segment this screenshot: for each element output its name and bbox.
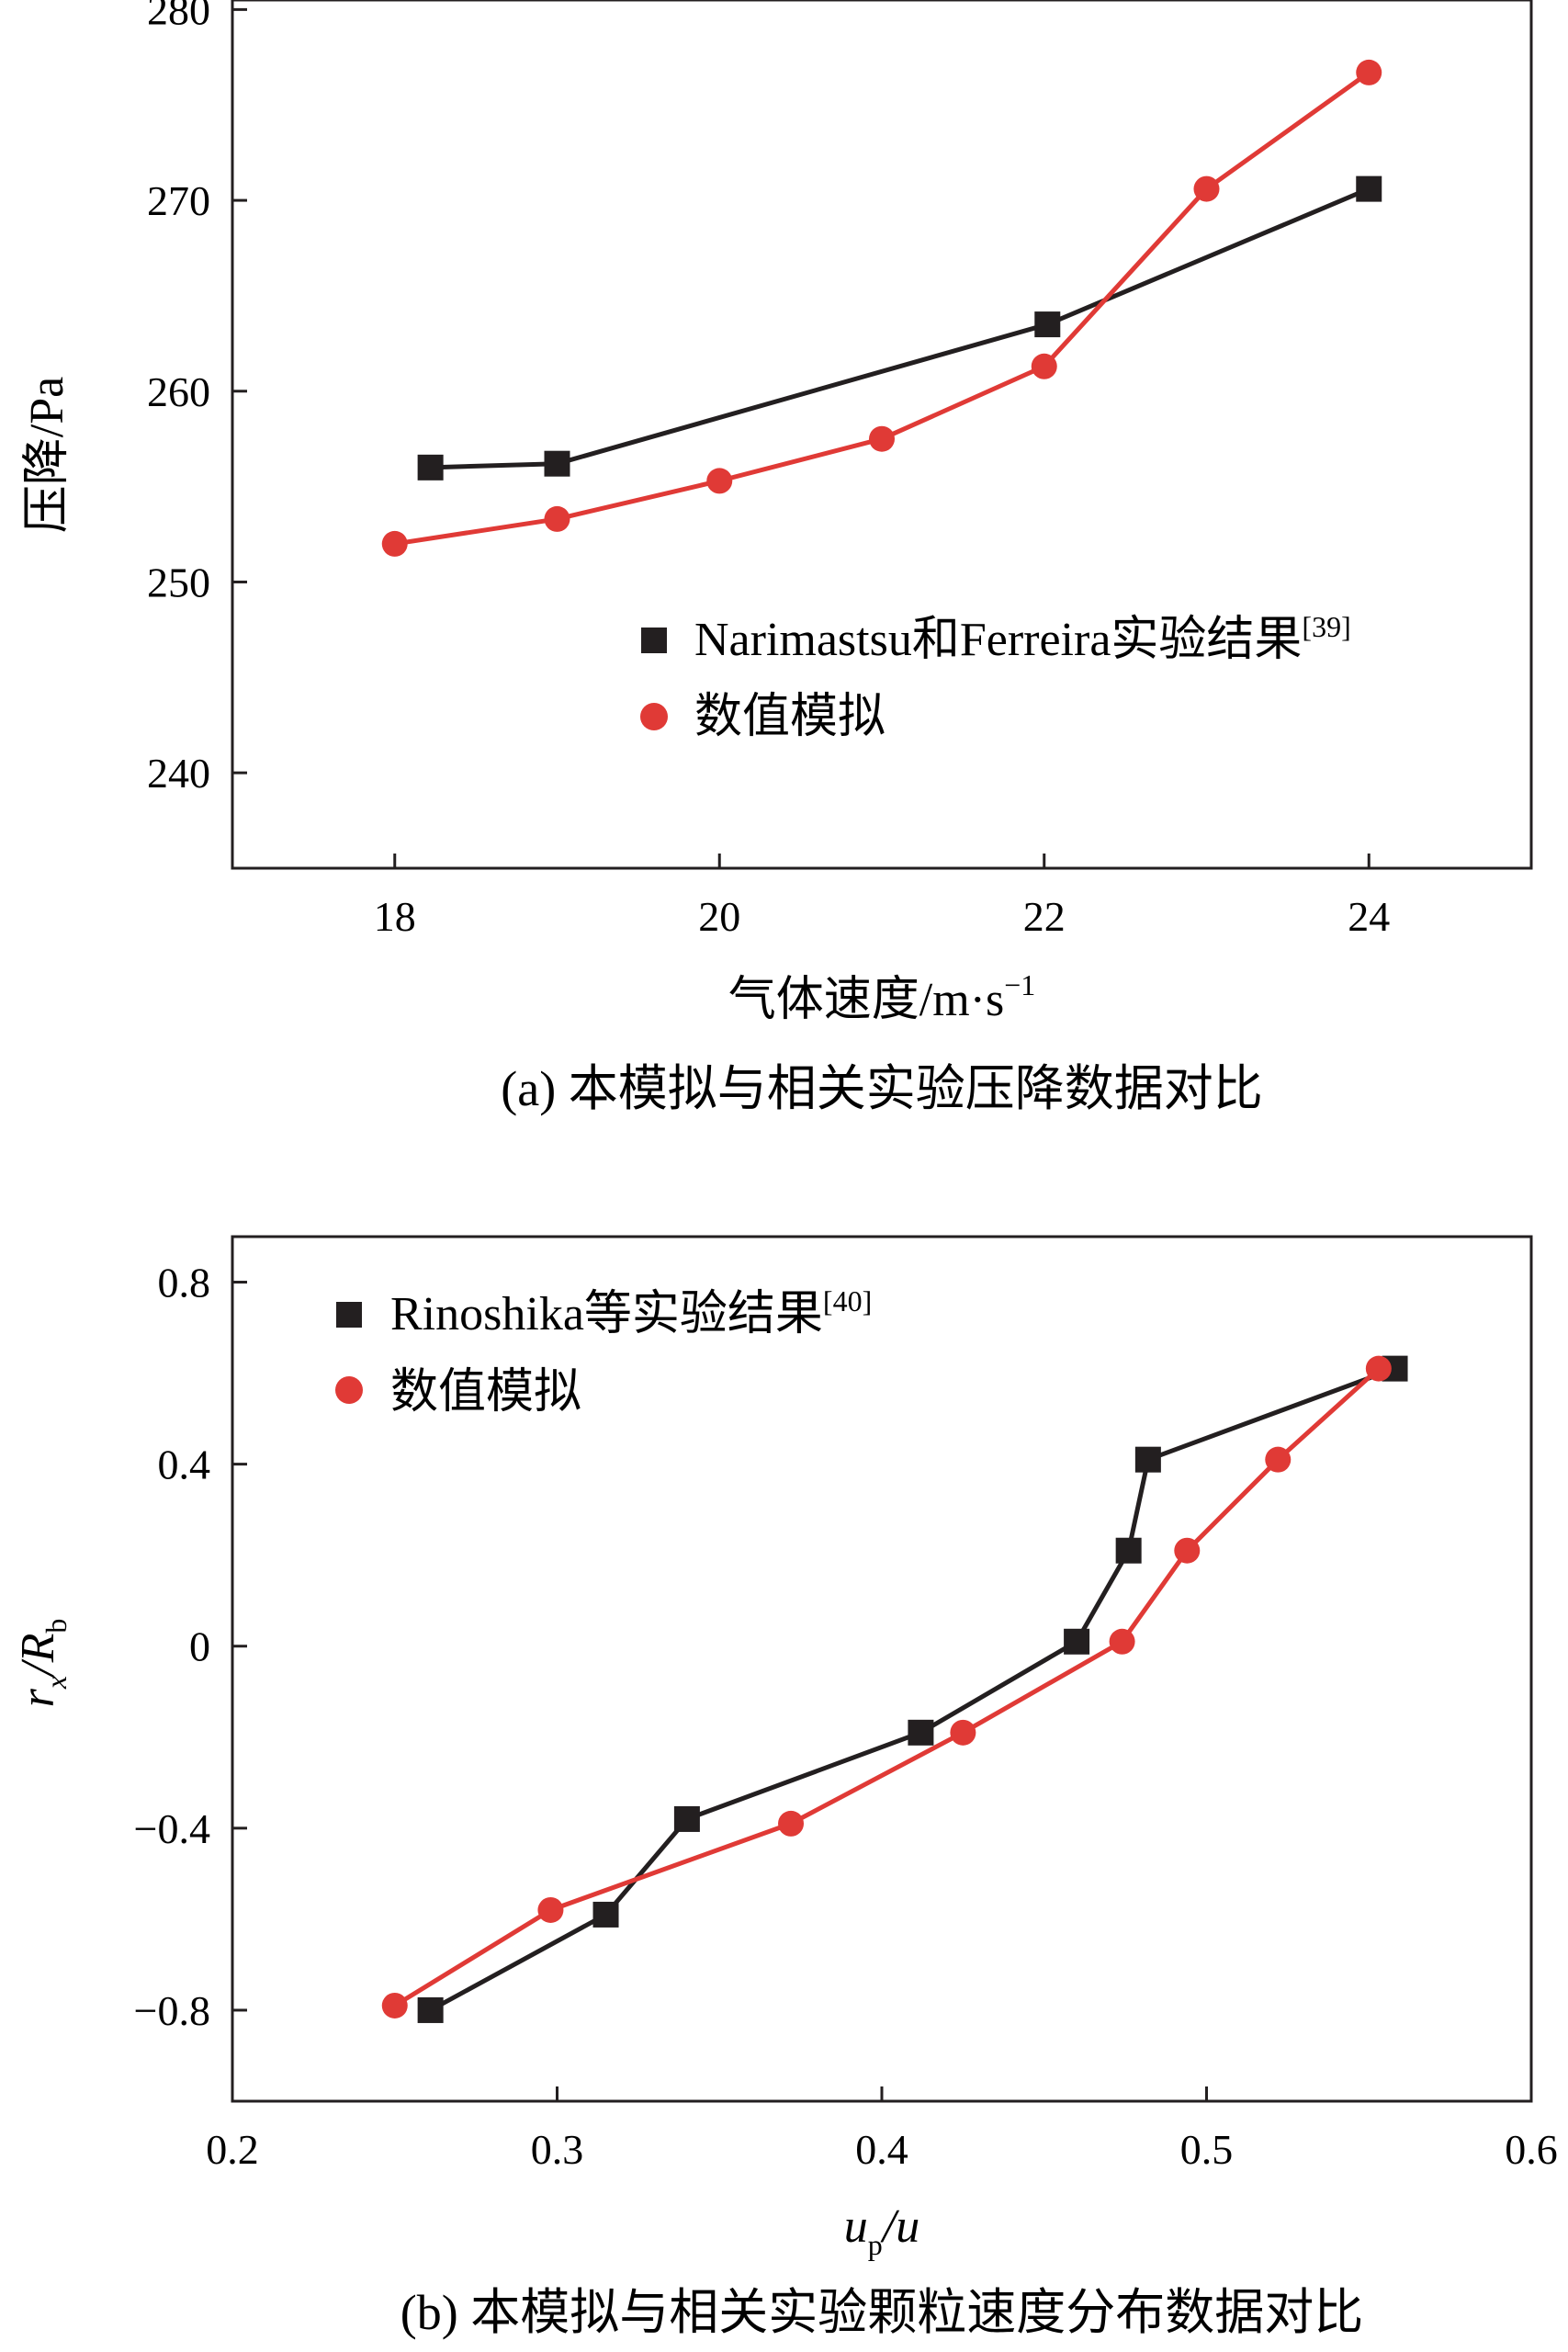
data-point-circle-b [1174, 1537, 1201, 1564]
chart-panel-b: 0.2 0.3 0.4 0.5 0.6 −0.8 −0.4 0 0.4 0.8 Rinoshika… [12, 1235, 1558, 2340]
data-point-circle-a [1356, 59, 1382, 85]
y-axis-label-b-var: r [12, 1688, 64, 1707]
data-point-circle-a [869, 425, 895, 452]
data-point-circle-a [1193, 175, 1220, 202]
data-point-square-b [908, 1719, 934, 1746]
x-tick-label-a: 22 [1023, 893, 1066, 940]
y-tick-label-b: 0 [189, 1623, 210, 1670]
data-point-square-b [592, 1901, 619, 1928]
x-axis-label-a-text: 气体速度/m·s [728, 974, 1004, 1026]
x-axis-label-a-unit-exponent: −1 [1004, 968, 1035, 1001]
data-point-circle-b [381, 1992, 408, 2018]
x-tick-label-b: 0.3 [531, 2126, 584, 2173]
y-axis-label-b-sub2: b [39, 1619, 73, 1634]
y-tick-label-b: 0.4 [158, 1442, 211, 1488]
y-axis-label-a: 压降/Pa [21, 377, 73, 533]
x-tick-label-a: 24 [1348, 893, 1390, 940]
legend-b-circle-marker [335, 1376, 363, 1404]
y-tick-label-a: 280 [147, 0, 210, 33]
x-tick-label-a: 18 [374, 893, 416, 940]
legend-b-entry-1: Rinoshika等实验结果[40] [390, 1284, 872, 1340]
data-point-square-b [417, 1996, 444, 2023]
series-lines-b [393, 1366, 1396, 2013]
plot-frame-a [231, 0, 1533, 870]
tick-group-a: 18 20 22 24 240 250 260 270 280 [147, 0, 1390, 940]
series-lines-a [394, 70, 1371, 547]
legend-a: Narimastsu和Ferreira实验结果[39] 数值模拟 [640, 610, 1351, 743]
series-line-b-1 [429, 1366, 1396, 2013]
legend-b-entry-1-label: Rinoshika等实验结果 [390, 1288, 823, 1340]
series-line-a-2 [394, 70, 1371, 547]
legend-b: Rinoshika等实验结果[40] 数值模拟 [335, 1284, 872, 1419]
y-tick-label-a: 250 [147, 559, 210, 605]
y-tick-label-b: 0.8 [158, 1260, 211, 1306]
x-axis-label-a: 气体速度/m·s−1 [728, 968, 1036, 1026]
data-point-square-a [1034, 311, 1061, 338]
caption-a: (a) 本模拟与相关实验压降数据对比 [501, 1061, 1262, 1116]
series-markers-b [381, 1355, 1408, 2023]
x-tick-label-b: 0.4 [855, 2126, 908, 2173]
legend-a-entry-1-label: Narimastsu和Ferreira实验结果 [694, 614, 1302, 666]
x-tick-label-b: 0.5 [1180, 2126, 1234, 2173]
x-axis-label-b: up/u [844, 2200, 919, 2261]
data-point-square-b [1134, 1446, 1161, 1473]
series-line-b-2 [393, 1366, 1381, 2008]
tick-group-b: 0.2 0.3 0.4 0.5 0.6 −0.8 −0.4 0 0.4 0.8 [134, 1260, 1558, 2173]
x-tick-label-b: 0.6 [1505, 2126, 1558, 2173]
data-point-circle-b [778, 1810, 805, 1837]
caption-b: (b) 本模拟与相关实验颗粒速度分布数据对比 [400, 2285, 1363, 2340]
data-point-circle-b [1265, 1446, 1292, 1473]
legend-a-entry-2: 数值模拟 [694, 691, 886, 743]
y-tick-label-b: −0.4 [134, 1805, 210, 1852]
data-point-square-a [544, 450, 570, 477]
series-markers-a [381, 59, 1382, 557]
series-line-a-1 [430, 187, 1371, 470]
x-tick-label-a: 20 [698, 893, 740, 940]
chart-panel-a: 18 20 22 24 240 250 260 270 280 Narimastsu和Ferre… [21, 0, 1533, 1116]
data-point-circle-a [381, 530, 408, 557]
y-tick-label-a: 270 [147, 177, 210, 224]
legend-b-square-marker [336, 1302, 362, 1328]
legend-b-entry-1-ref: [40] [823, 1284, 872, 1317]
data-point-circle-b [537, 1896, 564, 1923]
x-axis-label-b-sub: p [868, 2228, 883, 2261]
data-point-circle-b [1365, 1355, 1392, 1382]
data-point-square-b [673, 1805, 700, 1832]
y-tick-label-a: 240 [147, 750, 210, 797]
y-tick-label-b: −0.8 [134, 1987, 210, 2034]
data-point-circle-b [1109, 1628, 1135, 1655]
legend-b-entry-2: 数值模拟 [390, 1366, 581, 1419]
legend-a-circle-marker [640, 703, 668, 730]
y-axis-label-b-mid: /R [12, 1634, 64, 1679]
x-axis-label-b-rest: /u [880, 2200, 919, 2253]
data-point-circle-a [1031, 353, 1057, 379]
legend-a-entry-1: Narimastsu和Ferreira实验结果[39] [694, 610, 1351, 666]
x-axis-label-b-var: u [844, 2200, 868, 2253]
data-point-square-b [1064, 1628, 1090, 1655]
x-tick-label-b: 0.2 [206, 2126, 259, 2173]
legend-a-entry-1-ref: [39] [1302, 610, 1350, 643]
data-point-square-a [1356, 175, 1382, 202]
y-axis-label-b-sub1: x [39, 1676, 73, 1690]
data-point-square-b [1115, 1537, 1142, 1564]
data-point-square-a [417, 454, 444, 481]
data-point-circle-a [706, 468, 733, 494]
legend-a-square-marker [641, 628, 667, 653]
data-point-circle-b [950, 1719, 976, 1746]
y-tick-label-a: 260 [147, 368, 210, 415]
data-point-circle-a [544, 505, 570, 532]
y-axis-label-b: rx/Rb [12, 1619, 73, 1708]
